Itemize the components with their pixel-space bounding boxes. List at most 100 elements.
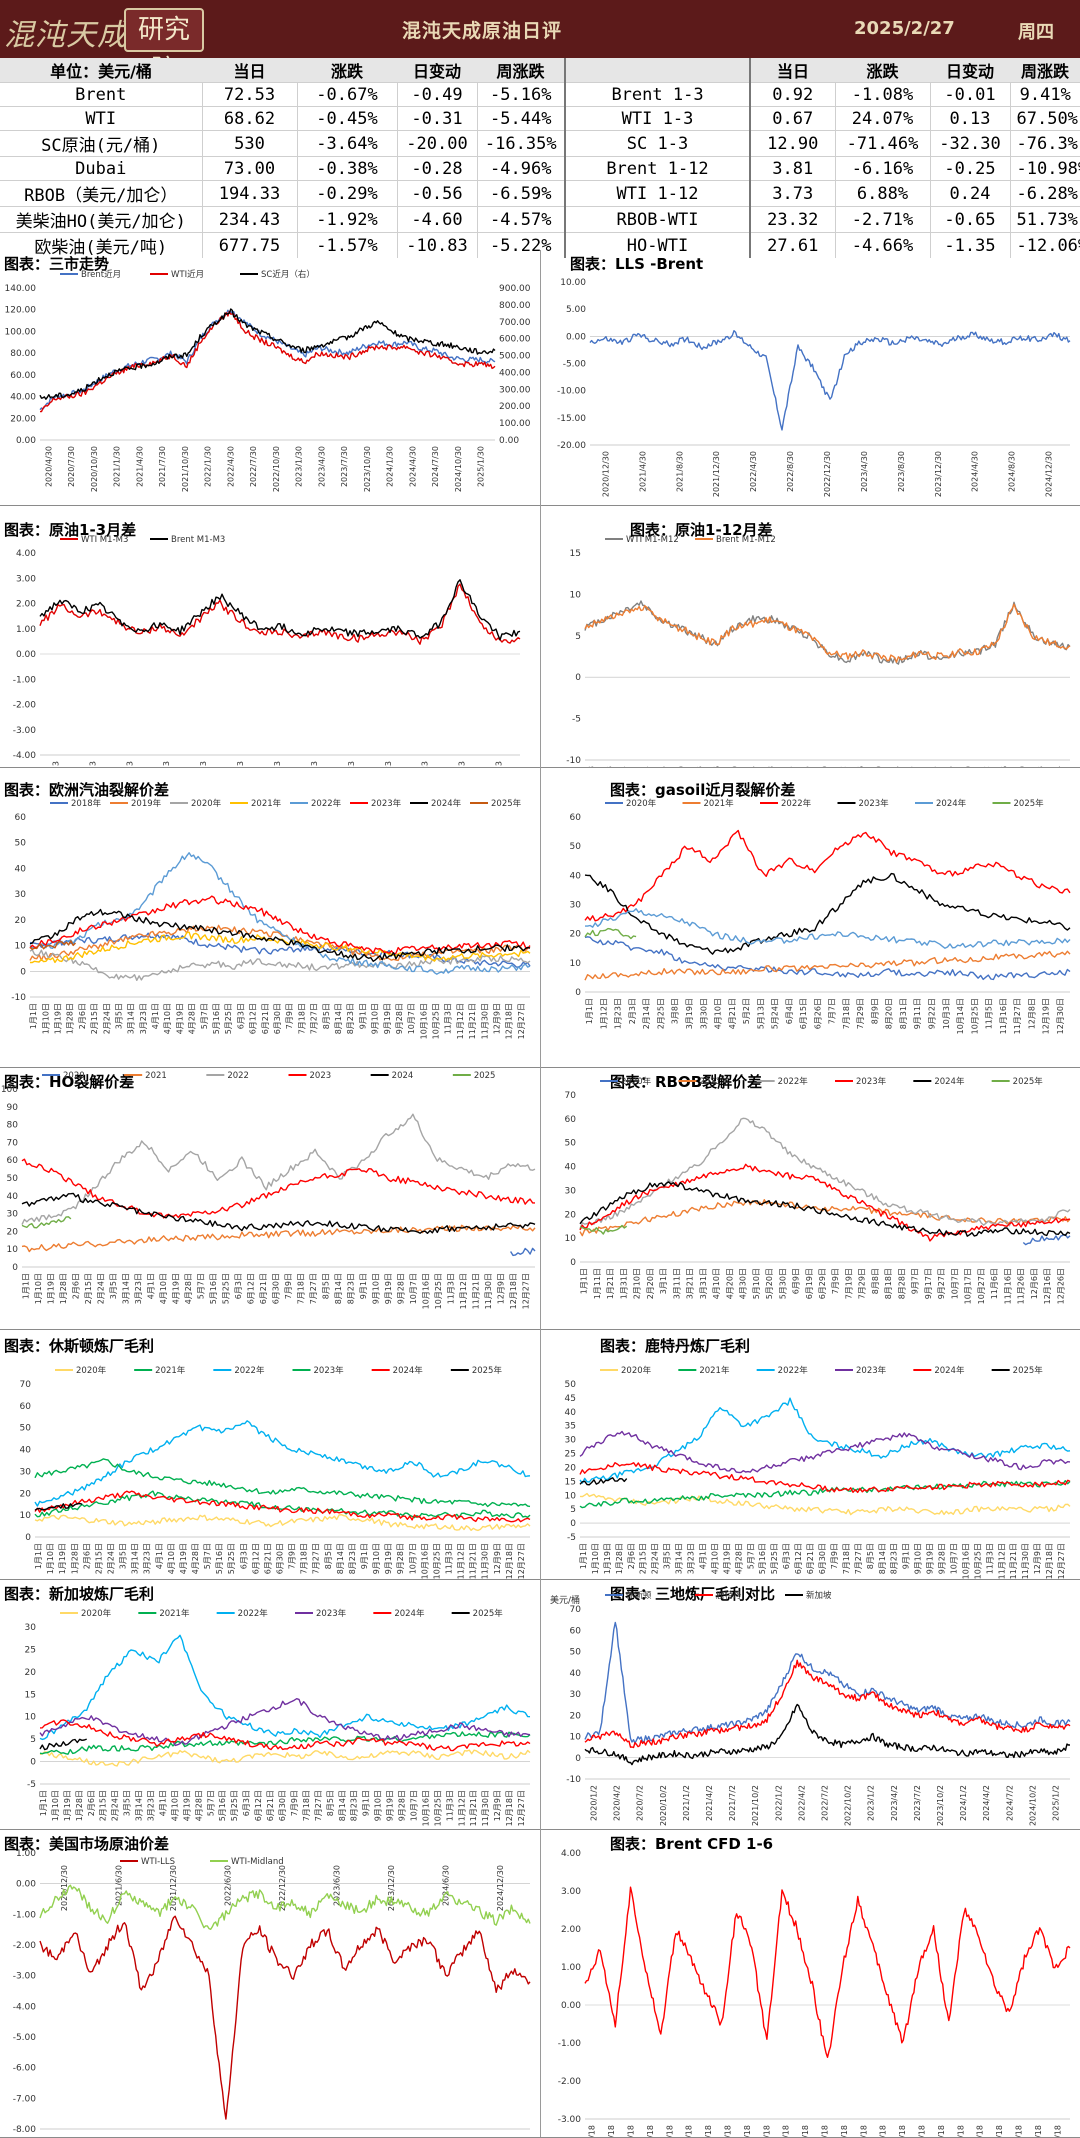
series-line bbox=[34, 1420, 531, 1507]
x-tick-label: 9月28日 bbox=[397, 1273, 406, 1304]
x-tick-label: 7月18日 bbox=[842, 998, 851, 1029]
x-tick-label: 2024/7/4 bbox=[749, 766, 758, 767]
quote-cell: 68.62 bbox=[201, 106, 297, 131]
y-tick-label: 45 bbox=[565, 1394, 576, 1404]
y-tick-label: 30 bbox=[7, 1210, 19, 1220]
x-tick-label: 3月23日 bbox=[143, 1543, 152, 1574]
x-tick-label: 1月23日 bbox=[614, 998, 623, 1029]
legend-label: Brent M1-M12 bbox=[716, 535, 776, 545]
quote-header-cell bbox=[564, 58, 751, 83]
x-tick-label: 9月28日 bbox=[396, 1543, 405, 1574]
x-tick-label: 4月28日 bbox=[184, 1273, 193, 1304]
y-tick-label: 60 bbox=[570, 1626, 582, 1636]
y-tick-label: -3.00 bbox=[13, 1972, 37, 1982]
x-tick-label: 12月18日 bbox=[505, 1543, 514, 1579]
y-tick-label: 0.00 bbox=[16, 1880, 36, 1890]
quote-cell: -16.35% bbox=[476, 130, 565, 157]
y-tick-label: 0 bbox=[570, 1258, 576, 1268]
y-tick-label: -7.00 bbox=[13, 2094, 37, 2104]
x-tick-label: 12月18日 bbox=[505, 1790, 514, 1826]
y-tick-label: 0 bbox=[25, 1533, 31, 1543]
x-tick-label: 11月30日 bbox=[480, 1003, 489, 1039]
quote-cell: -10.83 bbox=[396, 232, 477, 258]
quote-cell: HO-WTI bbox=[564, 232, 751, 258]
x-tick-label: 1月1日 bbox=[585, 998, 594, 1024]
x-tick-label: 2022/10/18 bbox=[801, 2125, 810, 2137]
x-tick-label: 2021/8/30 bbox=[675, 451, 684, 492]
x-tick-label: 2022/2/18 bbox=[724, 2125, 733, 2137]
x-tick-label: 6月3日 bbox=[239, 1543, 248, 1569]
x-tick-label: 8月5日 bbox=[322, 1273, 331, 1299]
y-tick-label: 15 bbox=[25, 1690, 36, 1700]
series-line bbox=[29, 895, 531, 955]
x-tick-label: 4月28日 bbox=[194, 1790, 203, 1821]
quote-cell: 234.43 bbox=[201, 206, 297, 233]
x-tick-label: 4月10日 bbox=[167, 1543, 176, 1574]
x-tick-label: 2021/10/2 bbox=[751, 1785, 760, 1826]
x-tick-label: 2021/12/30 bbox=[169, 1865, 178, 1911]
x-tick-label: 7月7日 bbox=[828, 998, 837, 1024]
quote-cell: -20.00 bbox=[396, 130, 477, 157]
panel-divider bbox=[540, 250, 541, 2137]
x-tick-label: 2023/6/30 bbox=[332, 1865, 341, 1906]
legend-label: SC近月（右） bbox=[261, 269, 315, 280]
x-tick-label: 9月19日 bbox=[386, 1790, 395, 1821]
legend-label: 2024年 bbox=[934, 1365, 965, 1376]
x-tick-label: 2024/8/29 bbox=[821, 766, 830, 767]
x-tick-label: 8月18日 bbox=[884, 1268, 893, 1299]
chart-panel-c1: 图表：三市走势 0.00 20.00 40.00 60.00 80.00 100.00 120… bbox=[0, 250, 540, 506]
legend-label: 2021年 bbox=[159, 1608, 190, 1619]
x-tick-label: 11月26日 bbox=[1017, 1268, 1026, 1304]
x-tick-label: 12月18日 bbox=[1045, 1543, 1054, 1579]
y-tick-label: -10 bbox=[11, 993, 26, 1003]
series-line bbox=[39, 1738, 87, 1751]
quote-header-cell: 日变动 bbox=[397, 58, 477, 83]
quote-cell: WTI bbox=[0, 106, 202, 131]
quote-cell: WTI 1-12 bbox=[564, 180, 751, 207]
x-tick-label: 2023/12/30 bbox=[934, 451, 943, 497]
x-tick-label: 11月3日 bbox=[445, 1543, 454, 1574]
quote-cell: 9.41% bbox=[1009, 82, 1080, 107]
x-tick-label: 5月10日 bbox=[752, 1268, 761, 1299]
company-logo: 混沌天成 研究院 bbox=[4, 6, 204, 85]
x-tick-label: 9月28日 bbox=[395, 1003, 404, 1034]
x-tick-label: 6月21日 bbox=[259, 1273, 268, 1304]
legend-label: 2023年 bbox=[371, 798, 402, 809]
x-tick-label: 2月6日 bbox=[82, 1543, 91, 1569]
y-tick-label: 15 bbox=[565, 1477, 576, 1487]
report-header: 混沌天成 研究院 混沌天成原油日评 2025/2/27 周四 bbox=[0, 0, 1080, 85]
quote-cell: 0.13 bbox=[929, 106, 1010, 131]
legend-label: 鹿特丹 bbox=[716, 1590, 742, 1601]
quote-cell: -12.06% bbox=[1009, 232, 1080, 258]
x-tick-label: 2024/8/30 bbox=[1008, 451, 1017, 492]
logo-box: 研究院 bbox=[124, 8, 204, 85]
x-tick-label: 12月30日 bbox=[1056, 998, 1065, 1034]
x-tick-label: 1月31日 bbox=[619, 1268, 628, 1299]
x-tick-label: 12月26日 bbox=[1056, 1268, 1065, 1304]
x-tick-label: 3月23日 bbox=[139, 1003, 148, 1034]
x-tick-label: 2024/10/24 bbox=[892, 766, 901, 767]
x-tick-label: 11月3日 bbox=[985, 1543, 994, 1574]
y-tick-label: 40 bbox=[15, 864, 27, 874]
quote-row: 欧柴油(美元/吨) 677.75 -1.57% -10.83 -5.22% HO-WTI 2… bbox=[0, 232, 1080, 258]
x-tick-label: 2024/4/11 bbox=[641, 766, 650, 767]
x-tick-label: 7月9日 bbox=[831, 1268, 840, 1294]
series-line bbox=[584, 1621, 1071, 1744]
x-tick-label: 2022/10/30 bbox=[272, 446, 281, 492]
x-tick-label: 2021/12/18 bbox=[704, 2125, 713, 2137]
x-tick-label: 9月10日 bbox=[374, 1790, 383, 1821]
x-tick-label: 8月23日 bbox=[350, 1790, 359, 1821]
quote-cell: -0.01 bbox=[929, 82, 1010, 107]
x-tick-label: 11月3日 bbox=[444, 1003, 453, 1034]
x-tick-label: 7月29日 bbox=[858, 1268, 867, 1299]
x-tick-label: 4月21日 bbox=[728, 998, 737, 1029]
x-tick-label: 5月7日 bbox=[203, 1543, 212, 1569]
x-tick-label: 5月25日 bbox=[227, 1543, 236, 1574]
quote-header-cell: 涨跌 bbox=[835, 58, 930, 83]
y-tick-label: 40 bbox=[7, 1192, 19, 1202]
chart-panel-c8: 图表：RBOB裂解价差 0 10 20 30 40 50 60 70 1月1日 1月11日 1月21日… bbox=[540, 1067, 1080, 1330]
x-tick-label: 4月10日 bbox=[163, 1003, 172, 1034]
legend-label: WTI M1-M12 bbox=[626, 535, 679, 545]
quote-cell: 0.92 bbox=[749, 82, 835, 107]
x-tick-label: 12月27日 bbox=[1057, 1543, 1066, 1579]
